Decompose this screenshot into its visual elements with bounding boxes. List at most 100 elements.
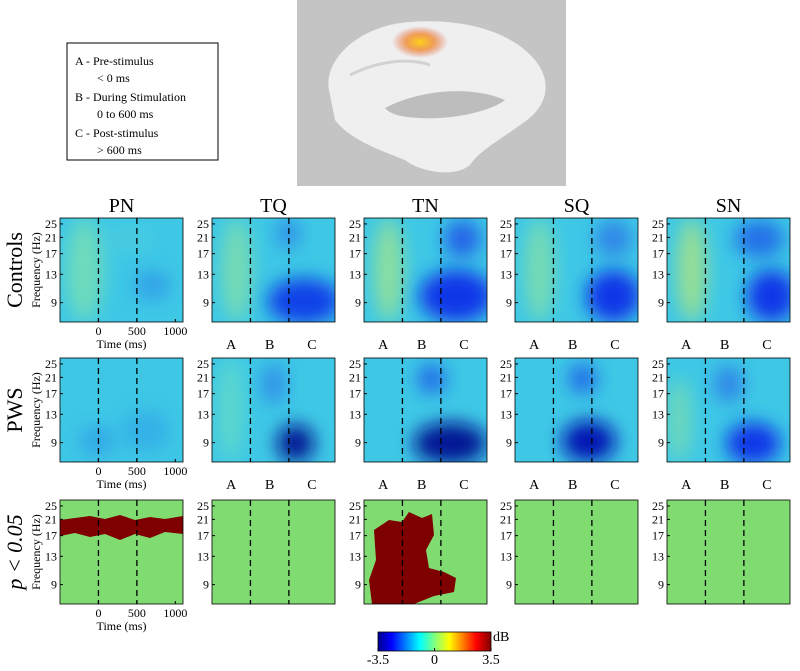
y-tick-label: 17 <box>197 247 209 261</box>
heatmap <box>212 358 335 462</box>
panel-frame <box>666 217 791 323</box>
row-label: Controls <box>2 232 27 308</box>
phase-label: A <box>681 478 692 493</box>
y-tick-label: 17 <box>45 529 57 543</box>
y-tick-label: 9 <box>658 578 664 592</box>
panel-frame <box>59 217 184 323</box>
heatmap <box>212 500 335 604</box>
y-tick-label: 13 <box>652 549 664 563</box>
y-tick-label: 21 <box>349 512 361 526</box>
heatmap <box>515 500 638 604</box>
y-tick-label: 17 <box>349 387 361 401</box>
y-axis-label: Frequency (Hz) <box>29 372 43 448</box>
heatmap <box>667 500 790 604</box>
y-tick-label: 9 <box>203 296 209 310</box>
phase-label: A <box>378 478 389 493</box>
y-tick-label: 9 <box>51 436 57 450</box>
column-title: PN <box>109 195 135 217</box>
y-tick-label: 13 <box>45 549 57 563</box>
phase-label: A <box>681 338 692 353</box>
y-tick-label: 21 <box>500 370 512 384</box>
phase-label: B <box>568 478 577 493</box>
phase-label: A <box>529 478 540 493</box>
phase-label: B <box>417 478 426 493</box>
y-tick-label: 13 <box>45 407 57 421</box>
panel-frame <box>666 357 791 463</box>
x-tick-label: 1000 <box>163 324 187 338</box>
y-tick-label: 21 <box>349 370 361 384</box>
panel-frame <box>211 357 336 463</box>
y-tick-label: 13 <box>197 407 209 421</box>
y-tick-label: 25 <box>197 499 209 513</box>
y-tick-label: 13 <box>197 267 209 281</box>
y-tick-label: 9 <box>658 436 664 450</box>
y-tick-label: 17 <box>652 247 664 261</box>
y-tick-label: 9 <box>355 578 361 592</box>
y-tick-label: 17 <box>45 247 57 261</box>
heatmap <box>364 218 487 322</box>
y-tick-label: 17 <box>197 529 209 543</box>
phase-label: C <box>459 478 468 493</box>
phase-label: A <box>378 338 389 353</box>
y-tick-label: 13 <box>500 267 512 281</box>
legend-line: < 0 ms <box>97 71 130 85</box>
y-tick-label: 17 <box>652 529 664 543</box>
column-title: TQ <box>260 195 287 217</box>
phase-label: C <box>762 338 771 353</box>
panel-frame <box>363 357 488 463</box>
y-tick-label: 25 <box>197 217 209 231</box>
column-title: SQ <box>564 195 590 217</box>
legend-line: 0 to 600 ms <box>97 107 154 121</box>
y-tick-label: 21 <box>45 230 57 244</box>
legend-line: B - During Stimulation <box>75 90 186 104</box>
legend-line: > 600 ms <box>97 143 142 157</box>
y-tick-label: 13 <box>349 549 361 563</box>
y-tick-label: 9 <box>506 296 512 310</box>
y-tick-label: 21 <box>349 230 361 244</box>
legend-line: C - Post-stimulus <box>75 126 159 140</box>
y-tick-label: 17 <box>500 529 512 543</box>
x-tick-label: 500 <box>128 464 146 478</box>
y-axis-label: Frequency (Hz) <box>29 232 43 308</box>
y-tick-label: 13 <box>652 407 664 421</box>
colorbar: dB -3.5 0 3.5 <box>367 630 509 668</box>
y-tick-label: 17 <box>349 529 361 543</box>
x-tick-label: 1000 <box>163 606 187 620</box>
y-tick-label: 17 <box>197 387 209 401</box>
phase-label: C <box>610 338 619 353</box>
x-tick-label: 500 <box>128 324 146 338</box>
x-tick-label: 1000 <box>163 464 187 478</box>
heatmap <box>667 218 790 322</box>
panel-frame <box>363 499 488 605</box>
panel-frame <box>363 217 488 323</box>
phase-label: A <box>226 478 237 493</box>
panel-frame <box>59 499 184 605</box>
y-tick-label: 25 <box>45 217 57 231</box>
colorbar-tick-label: 3.5 <box>482 653 500 666</box>
phase-label: C <box>610 478 619 493</box>
y-tick-label: 17 <box>45 387 57 401</box>
y-tick-label: 9 <box>51 296 57 310</box>
y-tick-label: 9 <box>658 296 664 310</box>
y-tick-label: 25 <box>197 357 209 371</box>
panel-frame <box>59 357 184 463</box>
colorbar-unit: dB <box>493 630 509 645</box>
y-tick-label: 13 <box>652 267 664 281</box>
y-tick-label: 25 <box>652 499 664 513</box>
y-tick-label: 9 <box>355 296 361 310</box>
y-tick-label: 25 <box>349 499 361 513</box>
significance-region <box>369 512 456 604</box>
colorbar-tick-label: -3.5 <box>367 653 389 666</box>
panel-frame <box>211 499 336 605</box>
phase-label: B <box>265 338 274 353</box>
y-tick-label: 21 <box>45 370 57 384</box>
y-tick-label: 13 <box>197 549 209 563</box>
